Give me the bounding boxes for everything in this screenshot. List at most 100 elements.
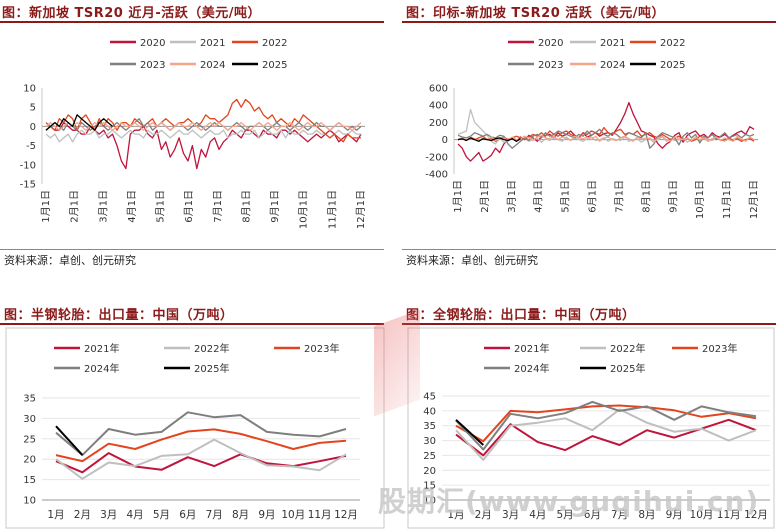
legend-label: 2024年 <box>84 362 119 375</box>
legend-label: 2020 <box>140 38 165 49</box>
y-tick-label: 30 <box>423 436 436 447</box>
x-tick-label: 5月 <box>556 509 573 521</box>
series-line-2025年 <box>55 425 84 456</box>
legend-label: 2025年 <box>194 362 229 375</box>
legend-label: 2025 <box>262 60 287 71</box>
y-tick-label: 35 <box>23 394 36 405</box>
x-tick-label: 9月1日 <box>667 180 679 213</box>
legend-label: 2023年 <box>702 342 737 355</box>
x-tick-label: 10月 <box>281 509 305 521</box>
x-tick-label: 2月1日 <box>479 180 491 213</box>
y-tick-label: 10 <box>23 84 36 95</box>
series-line-2024年 <box>55 411 347 457</box>
legend-label: 2022年 <box>610 342 645 355</box>
legend-label: 2025 <box>660 60 685 71</box>
legend-label: 2021 <box>200 38 225 49</box>
x-tick-label: 9月 <box>258 509 275 521</box>
y-tick-label: 400 <box>429 101 448 112</box>
series-line-2025 <box>45 114 113 131</box>
chart-frame <box>5 327 385 529</box>
panel-semi-steel-tire-export: 图：半钢轮胎：出口量：中国（万吨） 2021年 2022年 2023年 2024年 20… <box>0 300 390 532</box>
chart-title: 图：新加坡 TSR20 近月-活跃（美元/吨） <box>2 6 262 21</box>
x-tick-label: 5月1日 <box>560 180 572 213</box>
legend-label: 2021年 <box>514 342 549 355</box>
x-tick-label: 1月1日 <box>452 180 464 213</box>
legend-label: 2024 <box>600 60 625 71</box>
x-tick-label: 6月1日 <box>183 190 195 223</box>
chart-tsr20-spread: 2020 2021 2022 2023 2024 2025 -15 -10 -5 0 5 10 1月1日… <box>20 38 367 229</box>
title-rule <box>0 21 384 23</box>
x-tick-label: 12月1日 <box>355 190 367 229</box>
x-tick-label: 7月1日 <box>613 180 625 213</box>
chart-all-steel-tire-export: 2021年 2022年 2023年 2024年 2025年 10 15 20 25 30 35 40 4… <box>407 327 775 529</box>
legend-label: 2021年 <box>84 342 119 355</box>
x-tick-label: 11月 <box>717 509 741 521</box>
x-tick-label: 7月 <box>611 509 628 521</box>
x-tick-label: 1月 <box>447 509 464 521</box>
chart-semi-steel-tire-export: 2021年 2022年 2023年 2024年 2025年 10 15 20 25 30 35 1月 2… <box>5 327 385 529</box>
legend-label: 2022年 <box>194 342 229 355</box>
series-line-2020 <box>457 101 755 162</box>
x-tick-label: 5月 <box>153 509 170 521</box>
title-rule <box>0 323 384 325</box>
panel-all-steel-tire-export: 图：全钢轮胎：出口量：中国（万吨） 2021年 2022年 2023年 2024年 20… <box>402 300 780 532</box>
y-tick-label: -15 <box>20 180 36 191</box>
series-line-2021年 <box>55 452 347 474</box>
x-tick-label: 12月1日 <box>748 180 760 219</box>
x-tick-label: 4月1日 <box>126 190 138 223</box>
y-tick-label: 600 <box>429 84 448 95</box>
x-tick-label: 4月 <box>529 509 546 521</box>
y-tick-label: 25 <box>23 434 36 445</box>
legend-label: 2023 <box>538 60 563 71</box>
legend-label: 2022 <box>262 38 287 49</box>
data-source: 资料来源：卓创、创元研究 <box>406 254 538 267</box>
x-tick-label: 7月 <box>206 509 223 521</box>
series-line-2025 <box>457 137 521 142</box>
x-tick-label: 1月1日 <box>40 190 52 223</box>
y-tick-label: 35 <box>423 421 436 432</box>
series-line-2023年 <box>55 428 347 463</box>
chart-title: 图：全钢轮胎：出口量：中国（万吨） <box>406 308 636 323</box>
x-tick-label: 11月1日 <box>326 190 338 229</box>
series-line-2025年 <box>455 419 484 446</box>
watermark-logo-shape <box>374 309 420 417</box>
x-tick-label: 11月 <box>308 509 332 521</box>
x-tick-label: 9月1日 <box>269 190 281 223</box>
y-tick-label: 0 <box>442 135 448 146</box>
chart-title: 图：半钢轮胎：出口量：中国（万吨） <box>4 308 234 323</box>
x-tick-label: 2月 <box>475 509 492 521</box>
x-tick-label: 4月 <box>126 509 143 521</box>
data-source: 资料来源：卓创、创元研究 <box>4 254 136 267</box>
y-tick-label: 40 <box>423 406 436 417</box>
chart-indo-sg-spread: 2020 2021 2022 2023 2024 2025 -400 -200 0 200 400 6… <box>425 38 760 219</box>
x-tick-label: 9月 <box>666 509 683 521</box>
x-tick-label: 3月 <box>502 509 519 521</box>
watermark: 股期汇(www.guqihui.cn) <box>378 485 760 518</box>
y-tick-label: 10 <box>23 496 36 507</box>
series-line-2024年 <box>455 400 757 451</box>
x-tick-label: 8月1日 <box>640 180 652 213</box>
series-line-2022 <box>45 98 361 143</box>
x-tick-label: 4月1日 <box>533 180 545 213</box>
y-tick-label: 0 <box>30 122 36 133</box>
y-tick-label: -10 <box>20 160 36 171</box>
legend-label: 2020 <box>538 38 563 49</box>
legend-label: 2021 <box>600 38 625 49</box>
x-tick-label: 6月 <box>584 509 601 521</box>
series-line-2022年 <box>455 408 757 461</box>
source-rule <box>402 249 776 250</box>
x-tick-label: 3月1日 <box>506 180 518 213</box>
x-tick-label: 6月 <box>179 509 196 521</box>
x-tick-label: 11月1日 <box>721 180 733 219</box>
series-line-2024 <box>45 121 362 131</box>
chart-frame <box>407 327 775 529</box>
series-line-2022年 <box>55 438 347 480</box>
y-tick-label: 10 <box>423 496 436 507</box>
legend-label: 2024年 <box>514 362 549 375</box>
x-tick-label: 3月1日 <box>97 190 109 223</box>
x-tick-label: 12月 <box>744 509 768 521</box>
panel-tsr20-spread: 图：新加坡 TSR20 近月-活跃（美元/吨） 2020 2021 2022 2023… <box>0 0 390 268</box>
series-line-2021年 <box>455 418 757 457</box>
legend-label: 2025年 <box>610 362 645 375</box>
legend-label: 2023 <box>140 60 165 71</box>
